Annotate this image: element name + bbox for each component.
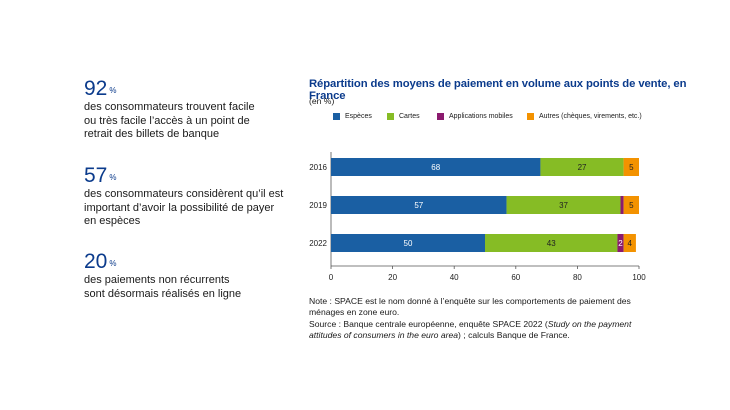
legend-swatch xyxy=(437,113,444,120)
data-label: 57 xyxy=(414,201,423,210)
stat-value: 20 xyxy=(84,250,108,273)
stat-description-line: en espèces xyxy=(84,215,141,228)
stat-description-line: retrait des billets de banque xyxy=(84,128,220,141)
stat-value: 92 xyxy=(84,77,108,100)
source-prefix: Source : Banque centrale européenne, enq… xyxy=(309,318,548,329)
legend-label: Autres (chèques, virements, etc.) xyxy=(539,113,642,120)
x-tick-label: 20 xyxy=(388,273,397,282)
stat-description-line: des consommateurs considèrent qu’il est xyxy=(84,188,284,200)
x-tick-label: 80 xyxy=(573,273,582,282)
data-label: 37 xyxy=(559,201,568,210)
stat-description-line: des consommateurs trouvent facile xyxy=(84,101,255,113)
chart-subtitle: (en %) xyxy=(309,96,335,106)
bar-segment xyxy=(331,234,485,252)
stat-description: des consommateurs considèrent qu’il est … xyxy=(84,188,294,229)
bar-segment xyxy=(485,234,618,252)
stat-block-online-payments: 20% des paiements non récurrents sont dé… xyxy=(84,251,294,301)
source-text: Source : Banque centrale européenne, enq… xyxy=(309,319,654,342)
legend-label: Applications mobiles xyxy=(449,113,513,120)
bar-segment xyxy=(623,196,639,214)
bar-segment xyxy=(331,196,507,214)
bar-segment xyxy=(623,158,639,176)
stat-block-cash-importance: 57% des consommateurs considèrent qu’il … xyxy=(84,165,294,229)
data-label: 5 xyxy=(629,201,634,210)
category-label: 2016 xyxy=(309,163,327,172)
stat-unit: % xyxy=(109,259,117,268)
stat-value-row: 20% xyxy=(84,251,294,273)
data-label: 50 xyxy=(404,239,413,248)
bar-segment xyxy=(620,196,624,214)
bar-segment xyxy=(506,196,621,214)
bar-segment xyxy=(331,158,541,176)
x-tick-label: 60 xyxy=(511,273,520,282)
stat-description: des consommateurs trouvent facile ou trè… xyxy=(84,101,294,142)
legend-item-cartes: Cartes xyxy=(387,113,420,120)
stat-block-cash-access: 92% des consommateurs trouvent facile ou… xyxy=(84,78,294,142)
x-tick-label: 40 xyxy=(450,273,459,282)
legend-item-especes: Espèces xyxy=(333,113,372,120)
stat-unit: % xyxy=(109,86,117,95)
stat-description-line: des paiements non récurrents xyxy=(84,274,230,286)
stat-description-line: sont désormais réalisés en ligne xyxy=(84,287,242,300)
data-label: 27 xyxy=(578,163,587,172)
chart-legend: Espèces Cartes Applications mobiles Autr… xyxy=(309,113,729,127)
x-tick-label: 100 xyxy=(632,273,646,282)
chart-title: Répartition des moyens de paiement en vo… xyxy=(309,78,687,102)
data-label: 68 xyxy=(431,163,440,172)
legend-swatch xyxy=(333,113,340,120)
data-label: 4 xyxy=(628,239,633,248)
chart-notes: Note : SPACE est le nom donné à l’enquêt… xyxy=(309,296,654,342)
data-label: 2 xyxy=(618,239,623,248)
source-italic: Study on the payment attitudes of consum… xyxy=(309,318,632,341)
category-label: 2022 xyxy=(309,239,327,248)
legend-swatch xyxy=(387,113,394,120)
stat-description-line: important d’avoir la possibilité de paye… xyxy=(84,201,275,214)
source-suffix: ) ; calculs Banque de France. xyxy=(458,330,570,341)
category-label: 2019 xyxy=(309,201,327,210)
data-label: 43 xyxy=(547,239,556,248)
x-tick-label: 0 xyxy=(329,273,334,282)
stat-description: des paiements non récurrents sont désorm… xyxy=(84,274,294,301)
stat-unit: % xyxy=(109,173,117,182)
legend-swatch xyxy=(527,113,534,120)
legend-label: Espèces xyxy=(345,113,372,120)
stat-value: 57 xyxy=(84,164,108,187)
legend-item-applications-mobiles: Applications mobiles xyxy=(437,113,513,120)
bar-segment xyxy=(617,234,624,252)
bar-segment xyxy=(540,158,624,176)
legend-item-autres: Autres (chèques, virements, etc.) xyxy=(527,113,642,120)
stat-value-row: 57% xyxy=(84,165,294,187)
stat-value-row: 92% xyxy=(84,78,294,100)
bar-segment xyxy=(623,234,636,252)
data-label: 5 xyxy=(629,163,634,172)
note-text: Note : SPACE est le nom donné à l’enquêt… xyxy=(309,296,631,318)
stat-description-line: ou très facile l’accès à un point de xyxy=(84,114,250,127)
legend-label: Cartes xyxy=(399,113,420,120)
stacked-bar-chart: 0 20 40 60 80 100 2016 68 27 5 2019 57 37 5 2022 50 43 2 4 xyxy=(309,152,646,282)
